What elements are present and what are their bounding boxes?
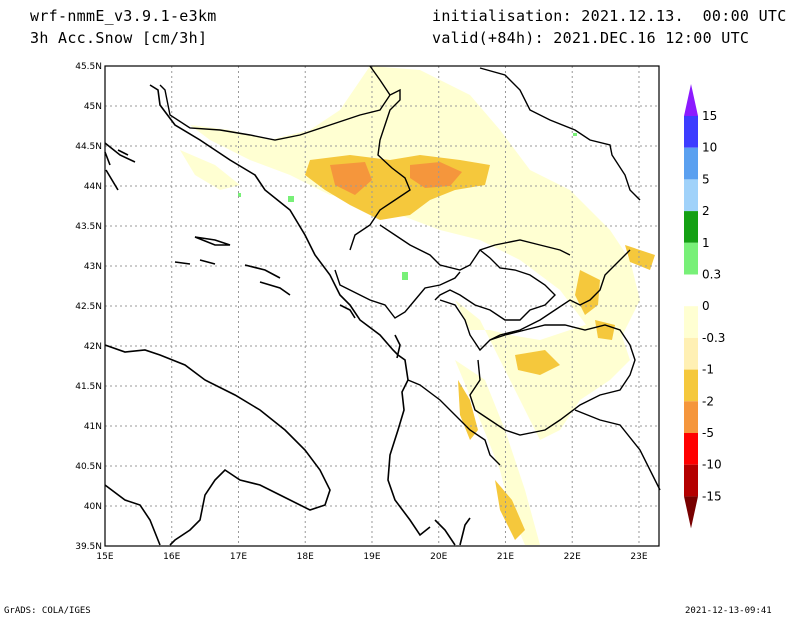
- colorbar-segment: [684, 369, 698, 402]
- greece-west-coast: [434, 517, 471, 546]
- colorbar-label: 10: [702, 141, 717, 155]
- snow-speck-green: [573, 133, 577, 136]
- variable-title: 3h Acc.Snow [cm/3h]: [30, 29, 208, 47]
- adriatic-east-coast: [104, 84, 431, 537]
- lon-tick-label: 15E: [96, 552, 113, 562]
- longitude-axis: 15E 16E 17E 18E 19E 20E 21E 22E 23E: [96, 552, 647, 562]
- colorbar-label: -15: [702, 489, 722, 503]
- lat-tick-label: 40N: [84, 502, 102, 512]
- kotor-coast: [339, 304, 401, 359]
- colorbar-label: 15: [702, 109, 717, 123]
- lat-tick-label: 45.5N: [75, 62, 102, 72]
- colorbar-segment: [684, 242, 698, 275]
- colorbar-segment: [684, 211, 698, 243]
- border-albania-greece: [407, 379, 501, 466]
- colorbar-label: -0.3: [702, 331, 725, 345]
- border-croatia-bosnia: [159, 84, 411, 251]
- colorbar-segment: [684, 116, 698, 148]
- lon-tick-label: 16E: [163, 552, 180, 562]
- latitude-axis: 45.5N 45N 44.5N 44N 43.5N 43N 42.5N 42N 41.5N 41N…: [75, 62, 102, 552]
- lat-tick-label: 41N: [84, 422, 102, 432]
- lon-tick-label: 22E: [564, 552, 581, 562]
- dalmatian-islands: [174, 236, 291, 296]
- lon-tick-label: 23E: [630, 552, 647, 562]
- initialisation-time: initialisation: 2021.12.13. 00:00 UTC: [432, 7, 787, 25]
- border-hungary-serbia: [369, 65, 391, 96]
- border-kosovo: [434, 249, 556, 321]
- colorbar-segment: [684, 401, 698, 433]
- colorbar-segment: [684, 433, 698, 465]
- snow-area-orange-core-2: [410, 162, 462, 188]
- colorbar-label: 1: [702, 236, 710, 250]
- lon-tick-label: 19E: [363, 552, 380, 562]
- lat-tick-label: 39.5N: [75, 542, 102, 552]
- snow-area-yellow-pindus-2: [495, 480, 525, 540]
- border-serbia-bulgaria: [489, 249, 631, 341]
- snow-speck-green: [238, 193, 241, 197]
- colorbar-label: 5: [702, 172, 710, 186]
- border-serbia-south: [379, 224, 571, 271]
- colorbar-label: -10: [702, 458, 722, 472]
- colorbar-segment: [684, 274, 698, 307]
- colorbar-segment: [684, 147, 698, 180]
- istria-coast: [104, 151, 119, 191]
- italy-coast: [104, 344, 331, 546]
- lat-tick-label: 44N: [84, 182, 102, 192]
- snow-area-yellow-east-3: [625, 245, 655, 270]
- map-frame: [104, 65, 660, 547]
- snow-speck-green: [402, 272, 408, 280]
- lat-tick-label: 43N: [84, 262, 102, 272]
- footer-grads-credit: GrADS: COLA/IGES: [4, 606, 91, 616]
- italy-calabria-coast: [104, 484, 161, 546]
- lat-tick-label: 45N: [84, 102, 102, 112]
- colorbar-label: -5: [702, 426, 714, 440]
- snow-area-orange-core-1: [330, 162, 372, 195]
- colorbar-segment: [684, 337, 698, 370]
- footer-timestamp: 2021-12-13-09:41: [685, 606, 772, 616]
- colorbar-bottom-arrow: [684, 496, 698, 529]
- border-macedonia: [439, 299, 636, 436]
- border-serbia-romania-bulgaria: [479, 67, 641, 201]
- lon-tick-label: 18E: [297, 552, 314, 562]
- snow-speck-green: [288, 196, 294, 202]
- colorbar-label: 2: [702, 204, 710, 218]
- lat-tick-label: 43.5N: [75, 222, 102, 232]
- colorbar: 15 10 5 2 1 0.3 0 -0.3 -1 -2 -5 -10 -15: [684, 84, 725, 529]
- border-layer: [159, 65, 661, 491]
- colorbar-label: -1: [702, 363, 714, 377]
- snow-area-pale-west: [180, 150, 240, 190]
- colorbar-segment: [684, 179, 698, 212]
- lat-tick-label: 44.5N: [75, 142, 102, 152]
- lon-tick-label: 17E: [230, 552, 247, 562]
- snow-area-yellow-mk: [515, 350, 560, 375]
- border-greece-bulgaria: [574, 409, 661, 491]
- lat-tick-label: 42N: [84, 342, 102, 352]
- lat-tick-label: 41.5N: [75, 382, 102, 392]
- coastline-layer: [104, 84, 471, 546]
- model-title: wrf-nmmE_v3.9.1-e3km: [30, 7, 217, 25]
- colorbar-label: 0: [702, 299, 710, 313]
- colorbar-segment: [684, 464, 698, 497]
- valid-time: valid(+84h): 2021.DEC.16 12:00 UTC: [432, 29, 750, 47]
- lat-tick-label: 42.5N: [75, 302, 102, 312]
- colorbar-top-arrow: [684, 84, 698, 116]
- snow-area-pale-pindus: [455, 360, 540, 545]
- snow-area-yellow-pindus-1: [458, 380, 478, 440]
- lat-tick-label: 40.5N: [75, 462, 102, 472]
- border-montenegro: [334, 269, 461, 319]
- colorbar-label: -2: [702, 394, 714, 408]
- lon-tick-label: 20E: [430, 552, 447, 562]
- colorbar-label: 0.3: [702, 268, 721, 282]
- colorbar-segment: [684, 306, 698, 338]
- lon-tick-label: 21E: [497, 552, 514, 562]
- snow-area-yellow-east-2: [595, 320, 615, 340]
